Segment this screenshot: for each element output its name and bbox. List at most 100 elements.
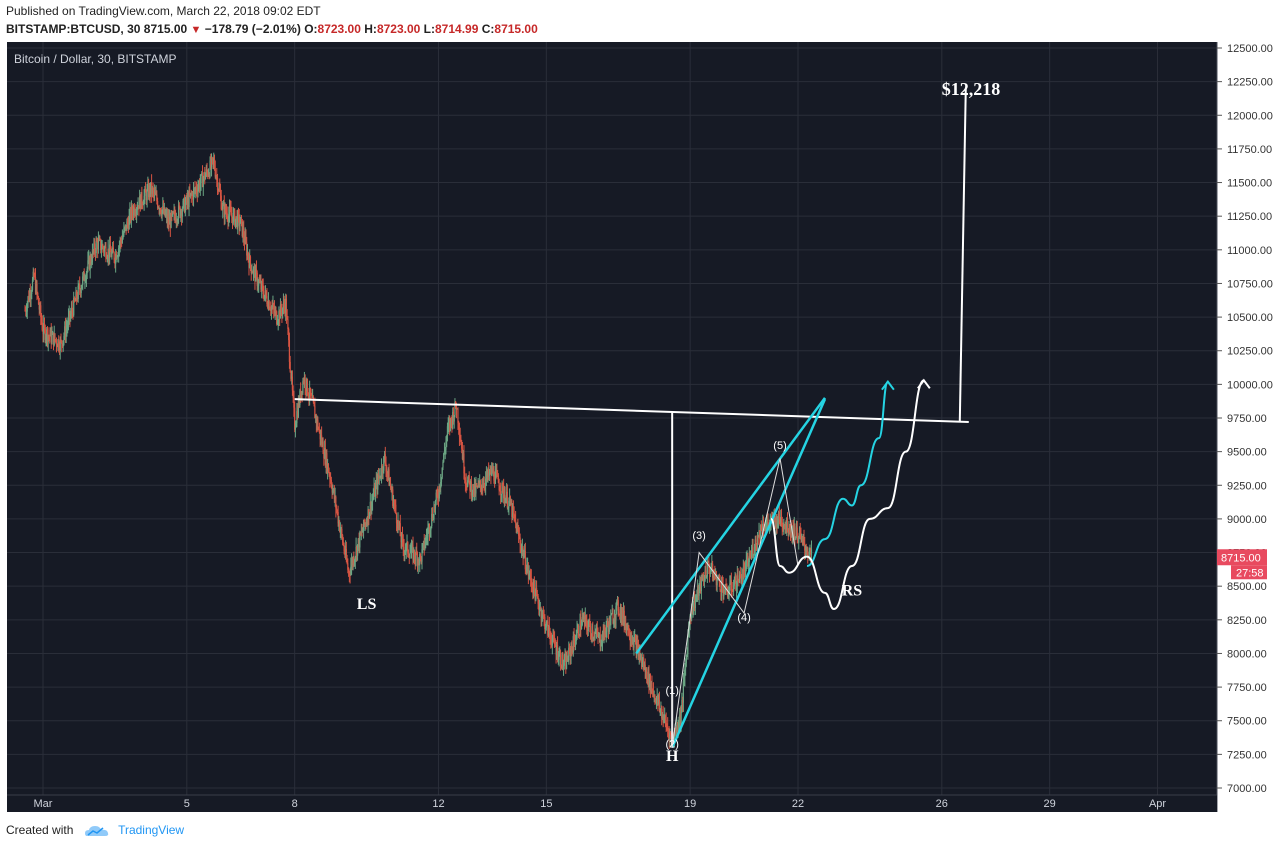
- candle-body: [118, 248, 120, 255]
- candle-body: [451, 419, 453, 426]
- candle-body: [312, 396, 314, 398]
- time-tick-label: 5: [184, 798, 190, 810]
- candle-body: [212, 157, 214, 161]
- candle-body: [139, 195, 141, 209]
- candle-body: [523, 555, 525, 558]
- candle-body: [104, 246, 106, 248]
- candle-body: [148, 186, 150, 198]
- candle-body: [595, 629, 598, 633]
- candle-body: [94, 251, 97, 254]
- candle-body: [420, 556, 422, 562]
- candle-body: [545, 622, 547, 628]
- candle-body: [140, 192, 142, 209]
- candle-body: [535, 587, 538, 594]
- candle-body: [638, 652, 640, 657]
- candle-body: [54, 333, 56, 340]
- candle-body: [669, 732, 671, 741]
- candle-body: [443, 453, 445, 462]
- candle-body: [163, 207, 165, 214]
- candle-body: [732, 590, 734, 592]
- candle-body: [386, 471, 388, 473]
- candle-body: [682, 699, 684, 703]
- candle-body: [73, 297, 75, 316]
- candle-body: [572, 636, 574, 653]
- candle-body: [315, 415, 317, 424]
- time-axis[interactable]: Mar 5 8 12 15 19 22 26 29 Apr: [7, 794, 1217, 812]
- candle-body: [465, 482, 467, 486]
- candle-body: [780, 516, 782, 523]
- candle-body: [437, 494, 439, 499]
- wave-label: (4): [737, 612, 750, 624]
- candle-body: [714, 574, 716, 577]
- chart-header: Published on TradingView.com, March 22, …: [6, 2, 538, 40]
- candle-body: [82, 276, 84, 286]
- candle-body: [414, 557, 416, 561]
- candle-body: [538, 603, 540, 610]
- candle-body: [449, 422, 451, 428]
- candle-body: [469, 480, 471, 491]
- candle-body: [622, 609, 624, 620]
- candle-body: [91, 262, 93, 264]
- candle-body: [147, 185, 149, 190]
- candle-body: [544, 617, 546, 630]
- candle-body: [608, 617, 610, 632]
- candle-body: [60, 339, 62, 341]
- candle-body: [209, 160, 211, 177]
- price-axis[interactable]: 12500.00 12250.00 12000.00 11750.00 11500.00…: [1216, 42, 1280, 812]
- candle-body: [58, 348, 61, 351]
- candle-body: [223, 203, 225, 217]
- candle-body: [798, 538, 800, 543]
- close-label: C:: [481, 22, 495, 36]
- candle-body: [40, 305, 42, 318]
- candle-body: [509, 496, 511, 501]
- candle-body: [53, 333, 55, 346]
- candle-body: [504, 495, 506, 504]
- candle-body: [649, 674, 652, 692]
- candle-body: [273, 304, 275, 310]
- candle-body: [290, 371, 292, 379]
- candle-body: [219, 187, 221, 192]
- candle-body: [398, 520, 400, 527]
- candle-body: [673, 734, 676, 742]
- candle-body: [188, 192, 190, 207]
- candle-body: [177, 218, 179, 222]
- candle-body: [342, 535, 344, 543]
- candle-body: [696, 594, 698, 597]
- tradingview-link[interactable]: TradingView: [118, 823, 185, 837]
- candle-body: [703, 580, 705, 582]
- candle-body: [269, 309, 271, 311]
- candle-body: [719, 582, 721, 590]
- time-tick-label: Mar: [34, 798, 53, 810]
- candle-body: [395, 504, 397, 514]
- candle-body: [282, 302, 285, 309]
- candle-body: [709, 568, 711, 574]
- candle-body: [462, 453, 464, 460]
- candle-body: [274, 311, 276, 314]
- candle-body: [409, 553, 411, 558]
- candle-body: [360, 531, 362, 535]
- candle-body: [569, 648, 571, 657]
- candle-body: [52, 332, 54, 335]
- candle-body: [208, 174, 210, 177]
- candle-body: [313, 402, 315, 407]
- channel-line: [671, 398, 827, 749]
- candle-body: [580, 624, 583, 629]
- candle-body: [792, 526, 795, 536]
- wave-label: (1): [665, 685, 678, 697]
- candle-body: [28, 292, 31, 301]
- candle-body: [95, 241, 97, 254]
- candle-body: [224, 205, 226, 217]
- candle-body: [529, 572, 531, 575]
- candle-body: [98, 238, 100, 241]
- candle-body: [738, 571, 741, 583]
- candle-body: [676, 725, 678, 733]
- candle-body: [618, 610, 620, 614]
- candle-body: [632, 641, 634, 648]
- candle-body: [730, 580, 732, 591]
- candle-body: [134, 213, 136, 215]
- candle-body: [680, 711, 682, 724]
- candle-body: [368, 512, 371, 519]
- candle-body: [50, 329, 52, 343]
- candle-body: [266, 296, 268, 305]
